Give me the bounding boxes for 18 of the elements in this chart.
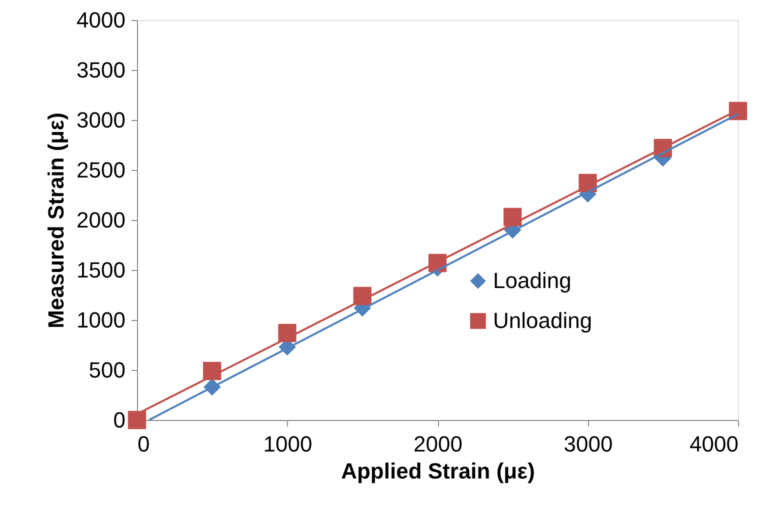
x-tick-label: 3000 xyxy=(564,432,613,456)
y-axis-title: Measured Strain (με) xyxy=(44,112,69,328)
y-tick-label: 1000 xyxy=(76,308,126,332)
y-tick-label: 2500 xyxy=(76,158,126,182)
y-tick-label: 4000 xyxy=(76,8,126,32)
legend-label: Unloading xyxy=(493,308,592,333)
y-tick-label: 500 xyxy=(88,358,126,382)
legend-label: Loading xyxy=(493,268,572,293)
x-tick-label: 0 xyxy=(138,432,150,456)
y-tick-label: 3500 xyxy=(76,58,126,82)
y-tick-label: 3000 xyxy=(76,108,126,132)
x-tick-label: 4000 xyxy=(690,432,738,456)
x-tick-label: 1000 xyxy=(263,432,312,456)
y-tick-label: 0 xyxy=(113,408,126,432)
y-tick-label: 1500 xyxy=(76,258,126,282)
x-axis-title: Applied Strain (με) xyxy=(341,458,535,484)
y-tick-label: 2000 xyxy=(76,208,126,232)
x-tick-label: 2000 xyxy=(414,432,462,456)
